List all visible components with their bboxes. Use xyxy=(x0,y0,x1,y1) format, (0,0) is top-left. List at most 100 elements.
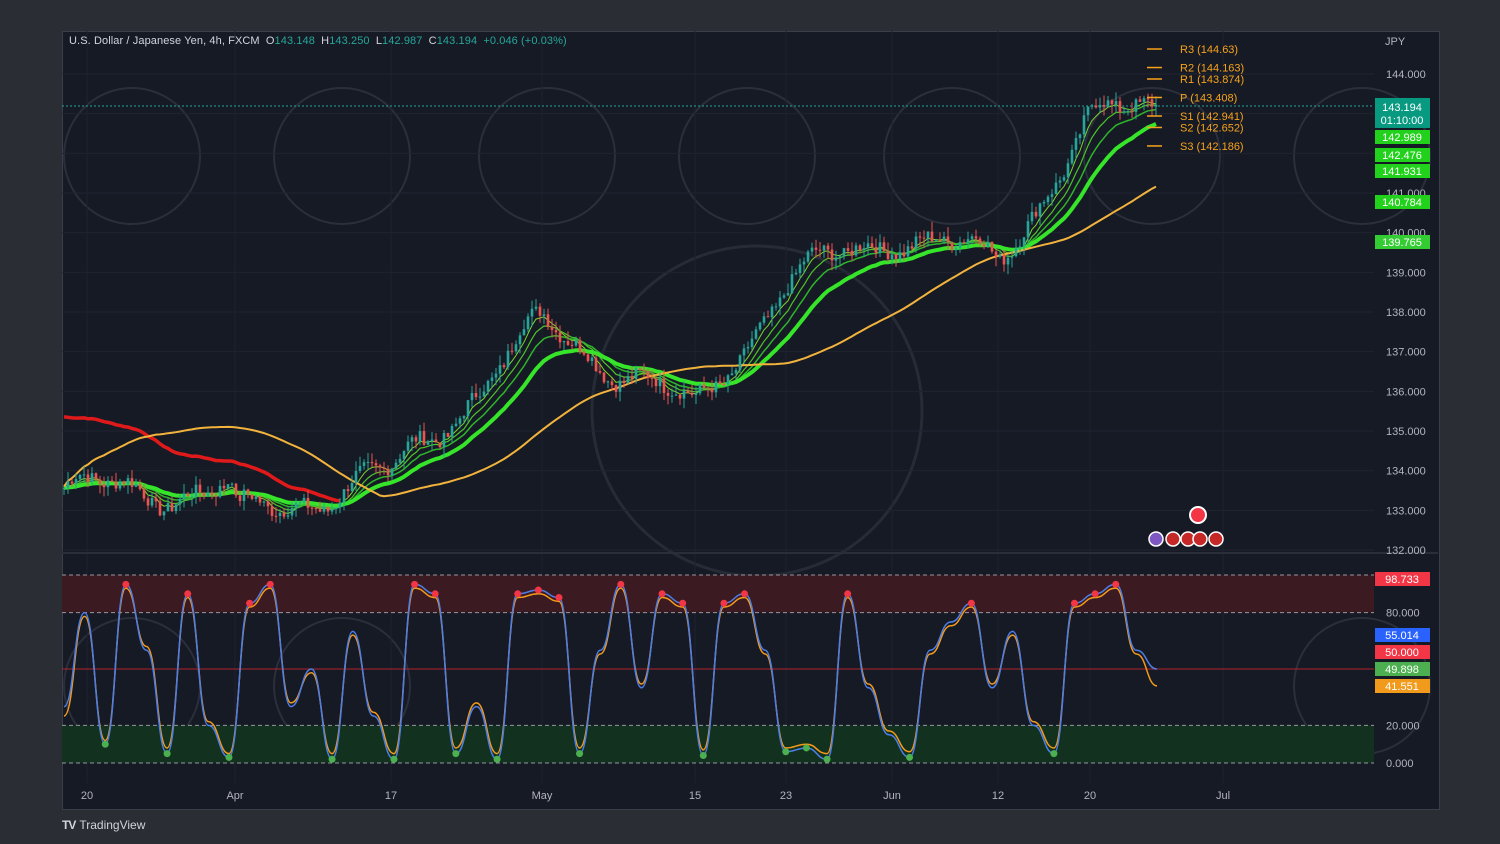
candle-body xyxy=(530,308,534,317)
candle-body xyxy=(382,467,386,469)
candle-body xyxy=(1094,105,1098,108)
ma-price-tag-text: 139.765 xyxy=(1382,237,1422,249)
price-tick-label: 132.000 xyxy=(1386,545,1426,557)
tradingview-logo-icon: TV xyxy=(62,818,76,832)
candle-body xyxy=(914,236,918,249)
candle-body xyxy=(954,247,958,250)
economic-event-icon[interactable] xyxy=(1165,531,1181,547)
tradingview-logo[interactable]: TV TradingView xyxy=(62,818,145,832)
event-flag-icon[interactable] xyxy=(1189,506,1207,524)
candle-body xyxy=(546,314,550,328)
candle-body xyxy=(662,378,666,393)
economic-event-icon[interactable] xyxy=(1148,531,1164,547)
close-value: 143.194 xyxy=(436,35,478,47)
candle-body xyxy=(726,375,730,385)
economic-event-icon[interactable] xyxy=(1192,531,1208,547)
candle-body xyxy=(762,316,766,323)
candle-body xyxy=(1058,180,1062,183)
candle-body xyxy=(98,479,102,485)
candle-body xyxy=(822,245,826,251)
candle-body xyxy=(150,497,154,506)
overbought-dot xyxy=(658,590,666,598)
candle-body xyxy=(438,442,442,448)
candle-body xyxy=(414,437,418,442)
candle-body xyxy=(114,481,118,489)
candle-body xyxy=(750,338,754,348)
osc-value-tag-bg xyxy=(1375,572,1430,586)
candle-body xyxy=(786,293,790,296)
candle-body xyxy=(574,340,578,346)
candle-body xyxy=(346,489,350,492)
candle-body xyxy=(274,515,278,517)
candle-body xyxy=(978,238,982,245)
candle-body xyxy=(106,480,110,488)
ma-price-tag-text: 142.476 xyxy=(1382,150,1422,162)
price-tick-label: 136.000 xyxy=(1386,386,1426,398)
overbought-zone xyxy=(62,575,1374,613)
candle-body xyxy=(362,462,366,466)
candle-body xyxy=(126,478,130,485)
ma-price-tag: 140.784 xyxy=(1375,195,1430,209)
candle-body xyxy=(238,495,242,501)
candle-body xyxy=(178,498,182,505)
chart-canvas[interactable]: R3 (144.63) R2 (144.163)R1 (143.874) P (14… xyxy=(62,31,1438,808)
candle-body xyxy=(846,248,850,251)
time-tick-label: 17 xyxy=(385,790,397,802)
candle-body xyxy=(990,241,994,252)
time-tick-label: Apr xyxy=(226,790,243,802)
oversold-dot xyxy=(163,750,171,758)
candle-body xyxy=(278,512,282,516)
candle-body xyxy=(734,369,738,374)
candle-body xyxy=(714,381,718,393)
overbought-dot xyxy=(844,590,852,598)
candle-body xyxy=(730,373,734,376)
candle-body xyxy=(86,474,90,483)
candle-body xyxy=(350,482,354,492)
economic-event-icon[interactable] xyxy=(1208,531,1224,547)
candle-body xyxy=(606,381,610,383)
oversold-dot xyxy=(802,744,810,752)
candle-body xyxy=(946,236,950,243)
candle-body xyxy=(970,236,974,240)
overbought-dot xyxy=(1091,590,1099,598)
candle-body xyxy=(854,245,858,256)
candle-body xyxy=(1042,202,1046,204)
candle-body xyxy=(582,351,586,355)
candle-body xyxy=(1030,211,1034,222)
candle-body xyxy=(1098,104,1102,108)
event-markers[interactable] xyxy=(1148,506,1224,547)
time-tick-label: 12 xyxy=(992,790,1004,802)
candle-body xyxy=(1022,237,1026,247)
candle-body xyxy=(942,236,946,242)
candle-body xyxy=(618,380,622,392)
candle-body xyxy=(774,306,778,308)
candle-body xyxy=(694,393,698,395)
candle-body xyxy=(334,507,338,510)
overbought-dot xyxy=(741,590,749,598)
candle-body xyxy=(1026,221,1030,238)
candle-body xyxy=(814,247,818,250)
candle-body xyxy=(1138,99,1142,102)
candle-body xyxy=(454,423,458,427)
candle-body xyxy=(950,242,954,250)
overbought-dot xyxy=(679,599,687,607)
candle-body xyxy=(498,365,502,374)
oscillator-panel xyxy=(62,574,1374,764)
candle-body xyxy=(462,416,466,419)
osc-value-tag-bg xyxy=(1375,662,1430,676)
candle-body xyxy=(782,295,786,298)
osc-value-tag: 55.014 xyxy=(1375,628,1430,642)
watermark xyxy=(63,87,1431,755)
chart-frame xyxy=(62,31,1440,810)
candle-body xyxy=(742,348,746,356)
time-tick-label: May xyxy=(532,790,553,802)
ma-price-tag-bg xyxy=(1375,235,1430,249)
candle-body xyxy=(1154,104,1158,107)
candle-body xyxy=(666,392,670,396)
pivot-label: S1 (142.941) xyxy=(1180,111,1244,123)
candle-body xyxy=(130,478,134,487)
candle-body xyxy=(490,377,494,381)
candle-body xyxy=(710,388,714,393)
candle-body xyxy=(586,354,590,361)
candle-body xyxy=(1102,104,1106,107)
